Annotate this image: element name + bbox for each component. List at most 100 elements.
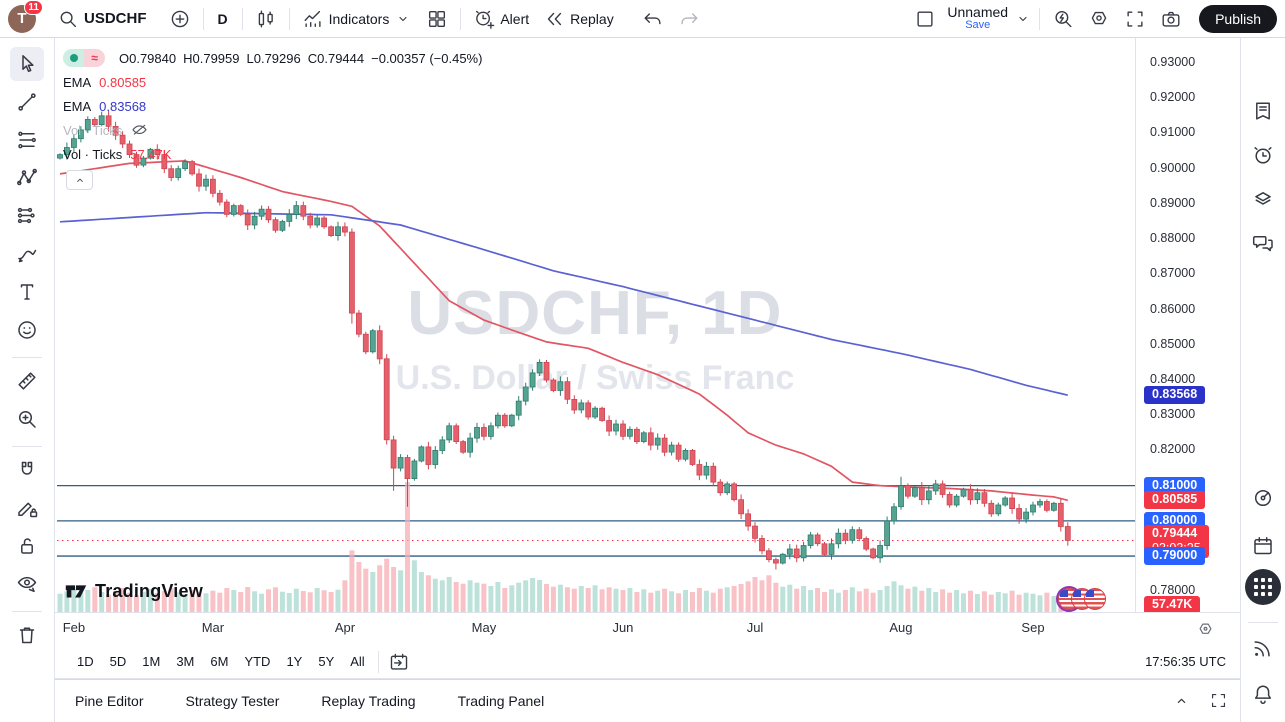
range-button-1y[interactable]: 1Y: [278, 649, 310, 674]
screener-button[interactable]: [1246, 481, 1280, 515]
emoji-tool-button[interactable]: [10, 313, 44, 347]
range-button-ytd[interactable]: YTD: [236, 649, 278, 674]
panel-expand-icon[interactable]: [1172, 691, 1191, 710]
approx-icon: ≈: [84, 49, 105, 67]
indicator-templates-button[interactable]: [419, 4, 455, 34]
cursor-tool-button[interactable]: [10, 47, 44, 81]
legend-main-row: ≈ O0.79840 H0.79959 L0.79296 C0.79444 −0.003…: [63, 48, 489, 68]
notification-count-badge: 11: [24, 0, 43, 15]
tradingview-logo[interactable]: TradingView: [63, 578, 203, 604]
close-value: C0.79444: [307, 50, 365, 66]
watchlist-button[interactable]: [1246, 94, 1280, 128]
go-to-date-icon[interactable]: [388, 651, 410, 673]
pattern-tool-button[interactable]: [10, 161, 44, 195]
undo-button[interactable]: [635, 4, 671, 34]
brush-tool-button[interactable]: [10, 237, 44, 271]
layout-select-button[interactable]: [907, 4, 943, 34]
symbol-marker-toggle[interactable]: ≈: [63, 49, 105, 67]
ema-fast-value: 0.80585: [99, 74, 147, 90]
snapshot-button[interactable]: [1153, 4, 1189, 34]
price-label-tag: 57.47K: [1144, 596, 1201, 614]
alerts-panel-button[interactable]: [1246, 138, 1280, 172]
range-button-3m[interactable]: 3M: [168, 649, 202, 674]
panel-maximize-icon[interactable]: [1209, 691, 1228, 710]
calendar-button[interactable]: [1246, 529, 1280, 563]
price-label-tag: 0.80585: [1144, 491, 1206, 510]
save-label[interactable]: Save: [965, 18, 991, 31]
legend-collapse-button[interactable]: [66, 170, 93, 190]
alert-button[interactable]: Alert: [466, 4, 536, 34]
candlestick-style-icon: [255, 8, 277, 30]
ruler-icon: [15, 369, 39, 393]
replay-button[interactable]: Replay: [536, 4, 621, 34]
trend-line-tool-button[interactable]: [10, 85, 44, 119]
lock-drawings-button[interactable]: [10, 529, 44, 563]
chat-button[interactable]: [1246, 226, 1280, 260]
redo-button[interactable]: [671, 4, 707, 34]
drawing-mode-lock-button[interactable]: [10, 491, 44, 525]
range-button-6m[interactable]: 6M: [202, 649, 236, 674]
settings-hexagon-icon: [1088, 8, 1110, 30]
bottom-tab-strategy-tester[interactable]: Strategy Tester: [185, 693, 280, 709]
indicators-button[interactable]: Indicators: [295, 4, 420, 34]
clock-utc[interactable]: 17:56:35 UTC: [1145, 654, 1226, 669]
compare-add-symbol-button[interactable]: [162, 4, 198, 34]
publish-button[interactable]: Publish: [1199, 4, 1277, 33]
range-button-5y[interactable]: 5Y: [310, 649, 342, 674]
quick-search-button[interactable]: [1045, 4, 1081, 34]
hide-drawings-button[interactable]: [10, 567, 44, 601]
zoom-in-tool-button[interactable]: [10, 402, 44, 436]
time-axis-month: Sep: [1021, 620, 1045, 635]
apps-menu-button[interactable]: [1245, 569, 1281, 605]
remove-drawings-button[interactable]: [10, 618, 44, 652]
chart-style-button[interactable]: [248, 4, 284, 34]
change-value: −0.00357 (−0.45%): [371, 50, 483, 66]
text-tool-button[interactable]: [10, 275, 44, 309]
bell-icon: [1251, 682, 1275, 706]
range-toolbar: 1D 5D 1M 3M 6M YTD 1Y 5Y All 17:56:35 UTC: [55, 645, 1240, 679]
time-axis-month: Aug: [889, 620, 913, 635]
top-toolbar: T 11 USDCHF D Indicators Alert: [0, 0, 1285, 38]
layout-name: Unnamed: [947, 3, 1009, 20]
price-tick: 0.92000: [1150, 90, 1196, 105]
interval-button[interactable]: D: [217, 10, 228, 27]
bottom-tab-pine-editor[interactable]: Pine Editor: [75, 693, 144, 709]
time-axis[interactable]: Feb Mar Apr May Jun Jul Aug Sep: [55, 612, 1240, 645]
ema-fast-label: EMA: [63, 74, 92, 90]
range-button-1m[interactable]: 1M: [134, 649, 168, 674]
volume-value: 57.47K: [130, 146, 172, 162]
measure-tool-button[interactable]: [10, 364, 44, 398]
fullscreen-button[interactable]: [1117, 4, 1153, 34]
magnet-mode-button[interactable]: [10, 453, 44, 487]
feed-button[interactable]: [1246, 631, 1280, 665]
price-label-tag: 0.80000: [1144, 511, 1206, 530]
legend-volume-hidden-row[interactable]: Vol · Ticks: [63, 120, 489, 140]
layers-icon: [1251, 187, 1275, 211]
bottom-tab-replay-trading[interactable]: Replay Trading: [321, 693, 416, 709]
range-button-5d[interactable]: 5D: [102, 649, 135, 674]
ohlc-values: O0.79840 H0.79959 L0.79296 C0.79444 −0.00357…: [119, 51, 489, 66]
legend-ema-slow-row[interactable]: EMA 0.83568: [63, 96, 489, 116]
eye-off-icon[interactable]: [130, 121, 149, 140]
chart-settings-button[interactable]: [1081, 4, 1117, 34]
forecast-icon: [15, 204, 39, 228]
price-axis[interactable]: 0.93000 0.92000 0.91000 0.90000 0.89000 0.880…: [1135, 38, 1240, 614]
range-button-all[interactable]: All: [342, 649, 372, 674]
legend-volume-row[interactable]: Vol · Ticks 57.47K: [63, 144, 489, 164]
user-avatar[interactable]: T 11: [8, 0, 43, 33]
axis-settings-icon[interactable]: [1196, 620, 1215, 639]
object-tree-button[interactable]: [1246, 182, 1280, 216]
forecast-tool-button[interactable]: [10, 199, 44, 233]
zoom-in-icon: [15, 407, 39, 431]
legend-ema-fast-row[interactable]: EMA 0.80585: [63, 72, 489, 92]
layout-name-save[interactable]: Unnamed Save: [943, 3, 1012, 32]
notifications-button[interactable]: [1246, 677, 1280, 711]
chart-canvas[interactable]: [57, 48, 1135, 612]
range-button-1d[interactable]: 1D: [69, 649, 102, 674]
symbol-search-button[interactable]: USDCHF: [50, 4, 154, 34]
fib-tool-button[interactable]: [10, 123, 44, 157]
bottom-tab-trading-panel[interactable]: Trading Panel: [457, 693, 545, 709]
divider: [377, 650, 379, 673]
indicators-icon: [302, 8, 324, 30]
layout-menu-chevron[interactable]: [1012, 6, 1034, 32]
